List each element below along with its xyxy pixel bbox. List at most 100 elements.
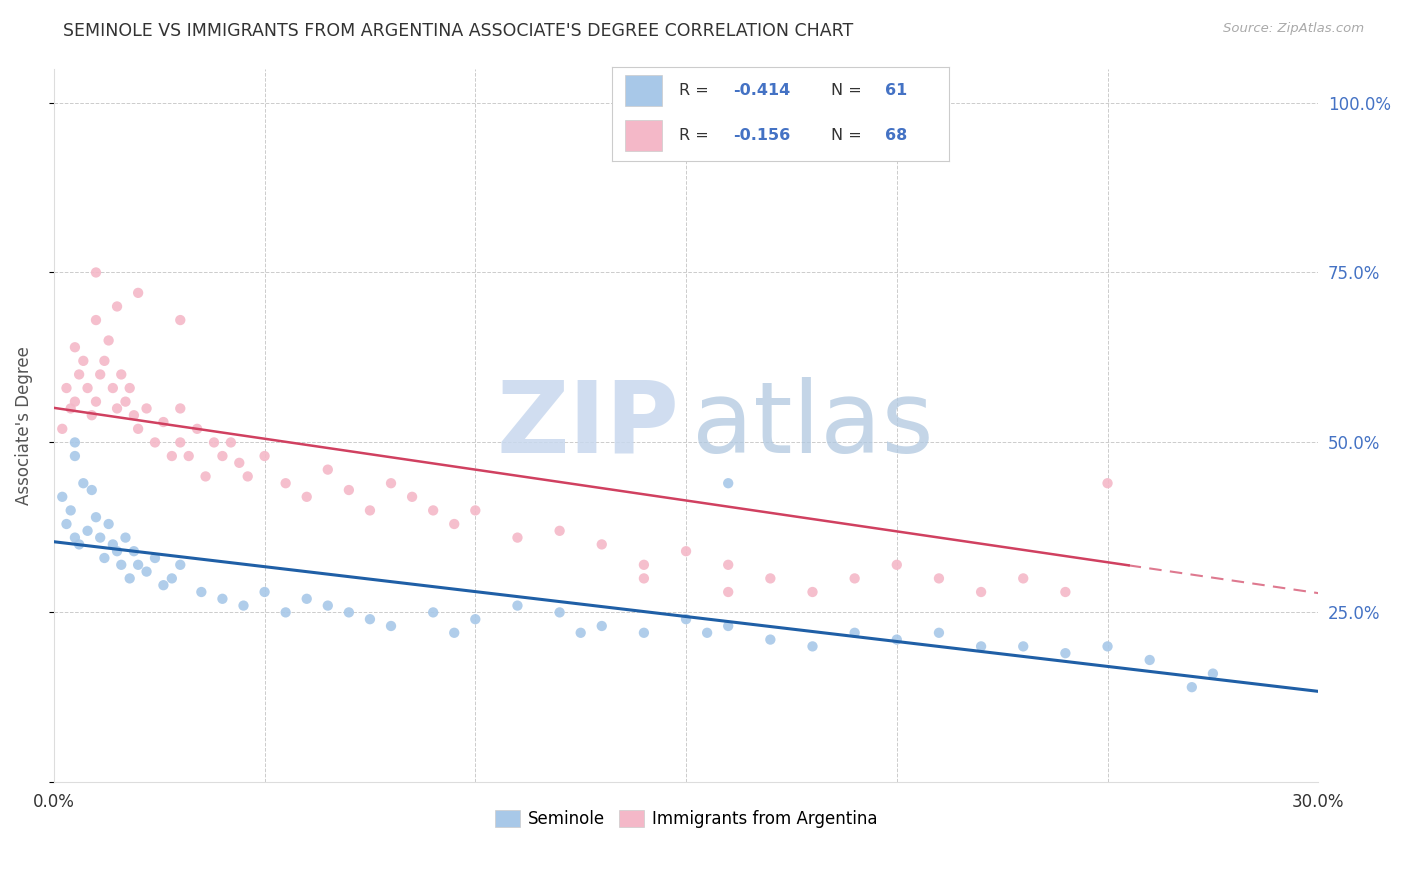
Point (80, 409, 103, 423)
Point (548, 524, 571, 538)
Point (1054, 585, 1077, 599)
Point (152, 578, 174, 592)
Point (55, 516, 77, 531)
Point (55, 381, 77, 395)
Point (127, 422, 149, 436)
Point (80, 483, 103, 497)
Text: atlas: atlas (692, 377, 934, 474)
Point (93, 551, 115, 566)
Point (675, 612, 697, 626)
Point (143, 551, 166, 566)
Point (886, 632, 908, 647)
Point (717, 585, 740, 599)
Point (422, 606, 444, 620)
Point (114, 394, 136, 409)
Point (72, 354, 94, 368)
FancyBboxPatch shape (626, 75, 662, 106)
Point (569, 625, 592, 640)
Point (169, 313, 191, 327)
Text: N =: N = (831, 128, 862, 143)
Point (63, 531, 86, 545)
Point (101, 381, 124, 395)
Point (717, 558, 740, 572)
Point (84, 313, 107, 327)
Point (194, 469, 217, 483)
Text: ZIP: ZIP (496, 377, 679, 474)
Point (76, 381, 98, 395)
Point (97, 334, 120, 348)
Point (59, 503, 82, 517)
Point (84, 394, 107, 409)
Point (127, 285, 149, 300)
Point (143, 435, 166, 450)
Point (380, 476, 402, 491)
Text: Source: ZipAtlas.com: Source: ZipAtlas.com (1223, 22, 1364, 36)
Point (337, 483, 360, 497)
Point (759, 571, 782, 585)
Point (63, 449, 86, 463)
Point (633, 558, 655, 572)
Point (84, 265, 107, 279)
Point (591, 537, 613, 551)
Point (93, 354, 115, 368)
Point (401, 490, 423, 504)
FancyBboxPatch shape (626, 120, 662, 152)
Point (63, 435, 86, 450)
Text: R =: R = (679, 128, 709, 143)
Point (101, 537, 124, 551)
Legend: Seminole, Immigrants from Argentina: Seminole, Immigrants from Argentina (488, 803, 884, 835)
Point (359, 612, 381, 626)
Point (506, 599, 529, 613)
Point (337, 606, 360, 620)
Point (160, 571, 183, 585)
Point (76, 524, 98, 538)
Point (253, 449, 276, 463)
Point (190, 585, 212, 599)
Point (118, 571, 141, 585)
Point (110, 368, 132, 382)
Point (696, 625, 718, 640)
Point (89, 531, 111, 545)
Point (464, 612, 486, 626)
Point (633, 571, 655, 585)
Point (295, 490, 318, 504)
Point (844, 571, 866, 585)
Point (67, 537, 90, 551)
Point (274, 476, 297, 491)
Point (675, 544, 697, 558)
Point (228, 456, 250, 470)
Point (169, 435, 191, 450)
Point (1202, 666, 1225, 681)
Point (759, 632, 782, 647)
Point (105, 401, 128, 416)
Text: 61: 61 (884, 83, 907, 98)
Point (1012, 640, 1035, 654)
Text: -0.414: -0.414 (733, 83, 790, 98)
Point (970, 585, 993, 599)
Point (717, 619, 740, 633)
Point (380, 619, 402, 633)
Point (169, 558, 191, 572)
Point (1054, 646, 1077, 660)
Point (118, 381, 141, 395)
Point (127, 558, 149, 572)
Point (63, 394, 86, 409)
Point (886, 558, 908, 572)
Point (422, 503, 444, 517)
Point (211, 591, 233, 606)
Point (219, 435, 242, 450)
Text: R =: R = (679, 83, 709, 98)
Point (84, 510, 107, 524)
Point (63, 340, 86, 354)
Point (1139, 653, 1161, 667)
Point (67, 368, 90, 382)
Point (1181, 680, 1204, 694)
Y-axis label: Associate's Degree: Associate's Degree (15, 346, 32, 505)
Point (801, 640, 824, 654)
Point (236, 469, 259, 483)
Point (51, 422, 73, 436)
Point (253, 585, 276, 599)
Point (211, 449, 233, 463)
Point (633, 625, 655, 640)
Point (89, 368, 111, 382)
